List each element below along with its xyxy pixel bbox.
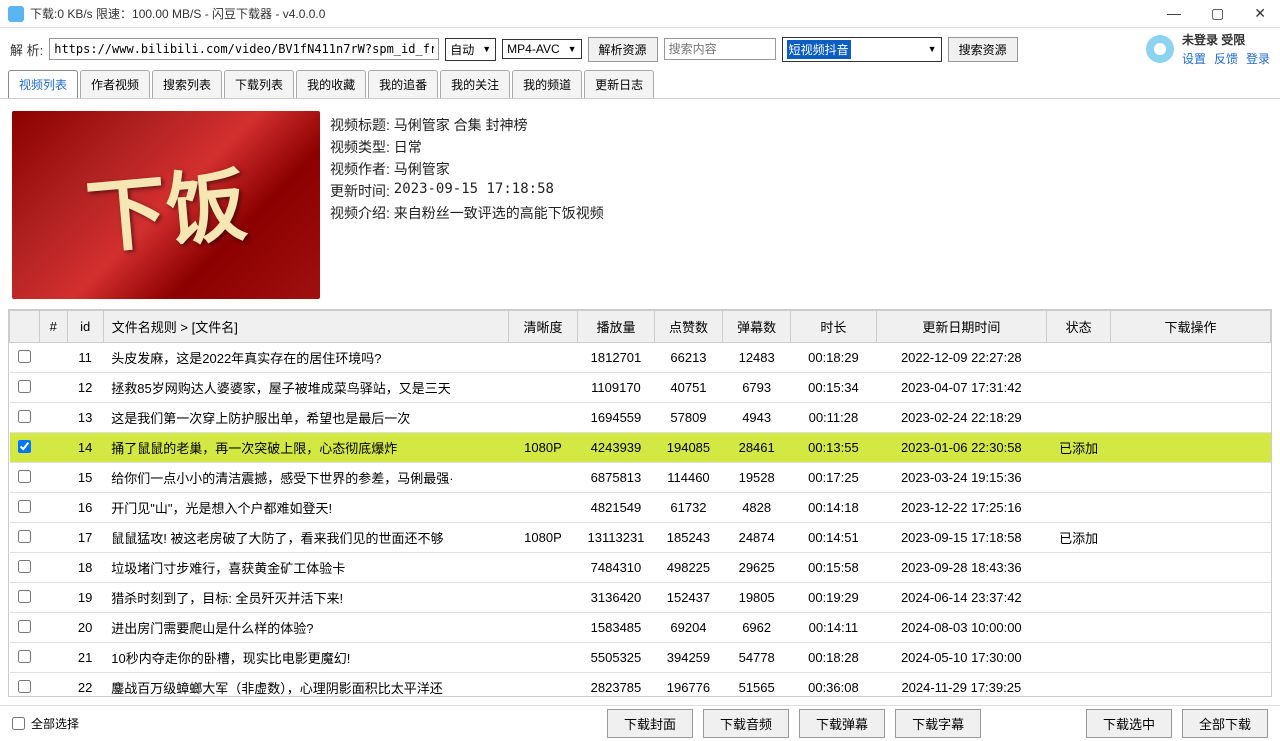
column-header[interactable]: 播放量 xyxy=(578,311,655,343)
download-danmu-button[interactable]: 下载弹幕 xyxy=(799,709,885,738)
meta-desc: 来自粉丝一致评选的高能下饭视频 xyxy=(394,203,604,223)
tab-1[interactable]: 作者视频 xyxy=(80,70,150,98)
row-checkbox[interactable] xyxy=(18,560,31,573)
row-checkbox[interactable] xyxy=(18,620,31,633)
column-header[interactable]: 时长 xyxy=(791,311,876,343)
column-header[interactable]: 点赞数 xyxy=(654,311,722,343)
parse-button[interactable]: 解析资源 xyxy=(588,37,658,62)
table-row[interactable]: 2110秒内夺走你的卧槽，现实比电影更魔幻!550532539425954778… xyxy=(10,643,1271,673)
tab-0[interactable]: 视频列表 xyxy=(8,70,78,98)
table-row[interactable]: 13这是我们第一次穿上防护服出单，希望也是最后一次169455957809494… xyxy=(10,403,1271,433)
minimize-button[interactable]: — xyxy=(1161,3,1187,24)
video-table: #id文件名规则 > [文件名]清晰度播放量点赞数弹幕数时长更新日期时间状态下载… xyxy=(9,310,1271,697)
titlebar-text: 下载:0 KB/s 限速：100.00 MB/S - 闪豆下载器 - v4.0.… xyxy=(30,5,1161,22)
row-checkbox[interactable] xyxy=(18,380,31,393)
tab-5[interactable]: 我的追番 xyxy=(368,70,438,98)
row-checkbox[interactable] xyxy=(18,410,31,423)
avatar[interactable] xyxy=(1146,35,1174,63)
login-link[interactable]: 登录 xyxy=(1246,50,1270,67)
close-button[interactable]: ✕ xyxy=(1248,3,1272,24)
table-row[interactable]: 16开门见"山"，光是想入个户都难如登天!482154961732482800:… xyxy=(10,493,1271,523)
bottom-bar: 全部选择 下载封面 下载音频 下载弹幕 下载字幕 下载选中 全部下载 xyxy=(0,705,1280,741)
maximize-button[interactable]: ▢ xyxy=(1205,3,1230,24)
row-checkbox[interactable] xyxy=(18,500,31,513)
download-all-button[interactable]: 全部下载 xyxy=(1182,709,1268,738)
column-header[interactable]: id xyxy=(67,311,103,343)
source-select[interactable]: 短视频抖音 xyxy=(782,37,942,62)
tab-6[interactable]: 我的关注 xyxy=(440,70,510,98)
table-row[interactable]: 19猎杀时刻到了，目标: 全员歼灭并活下来!313642015243719805… xyxy=(10,583,1271,613)
tabs-bar: 视频列表作者视频搜索列表下载列表我的收藏我的追番我的关注我的频道更新日志 xyxy=(0,70,1280,99)
select-all-label: 全部选择 xyxy=(31,715,79,732)
table-row[interactable]: 18垃圾堵门寸步难行，喜获黄金矿工体验卡74843104982252962500… xyxy=(10,553,1271,583)
meta-update: 2023-09-15 17:18:58 xyxy=(394,181,554,201)
row-checkbox[interactable] xyxy=(18,470,31,483)
table-row[interactable]: 11头皮发麻，这是2022年真实存在的居住环境吗?181270166213124… xyxy=(10,343,1271,373)
row-checkbox[interactable] xyxy=(18,530,31,543)
settings-link[interactable]: 设置 xyxy=(1182,50,1206,67)
column-header[interactable]: # xyxy=(39,311,67,343)
table-row[interactable]: 20进出房门需要爬山是什么样的体验?158348569204696200:14:… xyxy=(10,613,1271,643)
user-status: 未登录 受限 xyxy=(1182,31,1270,48)
table-row[interactable]: 12拯救85岁网购达人婆婆家，屋子被堆成菜鸟驿站，又是三天11091704075… xyxy=(10,373,1271,403)
video-meta: 视频标题: 马俐管家 合集 封神榜 视频类型: 日常 视频作者: 马俐管家 更新… xyxy=(330,111,604,299)
codec-select[interactable]: MP4-AVC xyxy=(502,39,581,59)
tab-4[interactable]: 我的收藏 xyxy=(296,70,366,98)
tab-7[interactable]: 我的频道 xyxy=(512,70,582,98)
row-checkbox[interactable] xyxy=(18,350,31,363)
download-audio-button[interactable]: 下载音频 xyxy=(703,709,789,738)
url-input[interactable] xyxy=(49,38,439,60)
row-checkbox[interactable] xyxy=(18,680,31,693)
download-subtitle-button[interactable]: 下载字幕 xyxy=(895,709,981,738)
app-icon xyxy=(8,6,24,22)
titlebar: 下载:0 KB/s 限速：100.00 MB/S - 闪豆下载器 - v4.0.… xyxy=(0,0,1280,28)
table-row[interactable]: 17鼠鼠猛攻! 被这老房破了大防了，看来我们见的世面还不够1080P131132… xyxy=(10,523,1271,553)
search-button[interactable]: 搜索资源 xyxy=(948,37,1018,62)
auto-select[interactable]: 自动 xyxy=(445,38,496,61)
row-checkbox[interactable] xyxy=(18,650,31,663)
video-thumbnail: 下饭 xyxy=(12,111,320,299)
row-checkbox[interactable] xyxy=(18,440,31,453)
meta-title: 马俐管家 合集 封神榜 xyxy=(394,115,528,135)
table-row[interactable]: 14捅了鼠鼠的老巢，再一次突破上限，心态彻底爆炸1080P42439391940… xyxy=(10,433,1271,463)
parse-label: 解 析: xyxy=(10,40,43,59)
column-header[interactable]: 弹幕数 xyxy=(723,311,791,343)
column-header[interactable]: 下载操作 xyxy=(1111,311,1271,343)
download-selected-button[interactable]: 下载选中 xyxy=(1086,709,1172,738)
column-header[interactable]: 文件名规则 > [文件名] xyxy=(103,311,508,343)
select-all-checkbox[interactable] xyxy=(12,717,25,730)
row-checkbox[interactable] xyxy=(18,590,31,603)
meta-type: 日常 xyxy=(394,137,422,157)
tab-8[interactable]: 更新日志 xyxy=(584,70,654,98)
column-header[interactable]: 更新日期时间 xyxy=(876,311,1047,343)
tab-2[interactable]: 搜索列表 xyxy=(152,70,222,98)
feedback-link[interactable]: 反馈 xyxy=(1214,50,1238,67)
video-table-wrap: #id文件名规则 > [文件名]清晰度播放量点赞数弹幕数时长更新日期时间状态下载… xyxy=(8,309,1272,697)
table-row[interactable]: 22鏖战百万级蟑螂大军（非虚数），心理阴影面积比太平洋还282378519677… xyxy=(10,673,1271,698)
column-header[interactable]: 状态 xyxy=(1047,311,1111,343)
download-cover-button[interactable]: 下载封面 xyxy=(607,709,693,738)
tab-3[interactable]: 下载列表 xyxy=(224,70,294,98)
meta-author: 马俐管家 xyxy=(394,159,450,179)
column-header[interactable]: 清晰度 xyxy=(508,311,577,343)
table-row[interactable]: 15给你们一点小小的清洁震撼，感受下世界的参差，马俐最强·68758131144… xyxy=(10,463,1271,493)
toolbar: 解 析: 自动 MP4-AVC 解析资源 短视频抖音 搜索资源 未登录 受限 设… xyxy=(0,28,1280,70)
info-panel: 下饭 视频标题: 马俐管家 合集 封神榜 视频类型: 日常 视频作者: 马俐管家… xyxy=(8,107,1272,303)
search-input[interactable] xyxy=(664,38,776,60)
